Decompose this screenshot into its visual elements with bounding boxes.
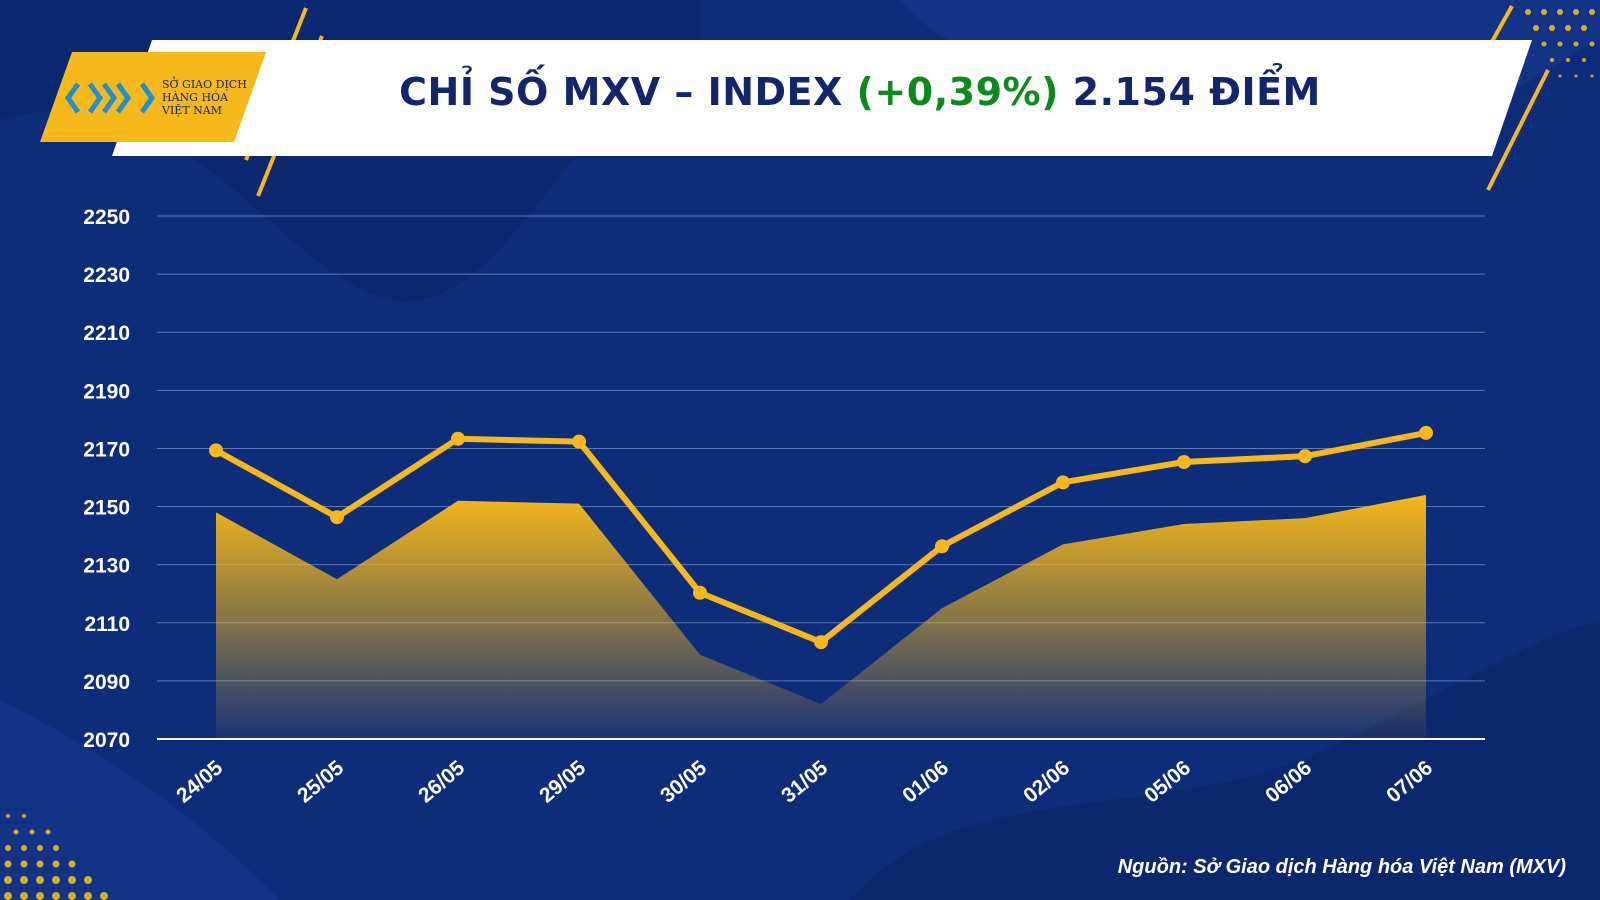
x-tick-label: 05/06 [1140, 756, 1195, 807]
data-point [451, 431, 465, 446]
data-point [330, 510, 344, 525]
title-suffix: 2.154 ĐIỂM [1058, 70, 1321, 114]
data-point [1177, 454, 1191, 469]
x-tick-label: 24/05 [172, 756, 227, 808]
y-tick-label: 2150 [83, 497, 130, 520]
y-tick-label: 2090 [83, 671, 130, 694]
x-tick-label: 29/05 [535, 756, 590, 808]
data-point [209, 443, 223, 458]
y-tick-label: 2210 [83, 322, 130, 345]
y-tick-label: 2170 [83, 438, 130, 461]
data-point [572, 434, 586, 449]
title-prefix: CHỈ SỐ MXV – INDEX [399, 70, 857, 114]
data-point [814, 635, 828, 650]
x-tick-label: 07/06 [1382, 756, 1437, 807]
title-banner [112, 40, 1532, 156]
logo-line-3: VIỆT NAM [162, 104, 222, 117]
decorative-dots [4, 9, 1595, 900]
y-tick-label: 2130 [83, 555, 130, 578]
x-tick-label: 26/05 [414, 756, 469, 808]
title-change-percent: (+0,39%) [856, 70, 1059, 114]
mxv-logo-icon [64, 82, 156, 114]
y-tick-label: 2110 [84, 613, 130, 636]
data-point [693, 585, 707, 600]
y-tick-label: 2250 [83, 206, 130, 229]
x-tick-label: 06/06 [1261, 756, 1316, 807]
data-point [1056, 475, 1070, 490]
y-tick-label: 2190 [83, 380, 130, 403]
data-point [1298, 449, 1312, 464]
data-point [935, 539, 949, 554]
data-point [1419, 425, 1433, 440]
y-tick-label: 2230 [83, 264, 130, 287]
area-fill [216, 494, 1426, 739]
x-tick-label: 25/05 [293, 756, 348, 808]
x-tick-label: 30/05 [656, 756, 711, 808]
chart-title: CHỈ SỐ MXV – INDEX (+0,39%) 2.154 ĐIỂM [300, 70, 1420, 130]
y-tick-label: 2070 [83, 729, 130, 752]
logo-line-1: SỞ GIAO DỊCH [162, 78, 247, 91]
x-tick-label: 02/06 [1019, 756, 1074, 807]
x-tick-label: 01/06 [898, 756, 953, 807]
x-tick-label: 31/05 [777, 756, 832, 808]
logo-line-2: HÀNG HÓA [162, 91, 228, 104]
logo-text: SỞ GIAO DỊCH HÀNG HÓA VIỆT NAM [162, 78, 262, 117]
source-note: Nguồn: Sở Giao dịch Hàng hóa Việt Nam (M… [1117, 856, 1566, 878]
